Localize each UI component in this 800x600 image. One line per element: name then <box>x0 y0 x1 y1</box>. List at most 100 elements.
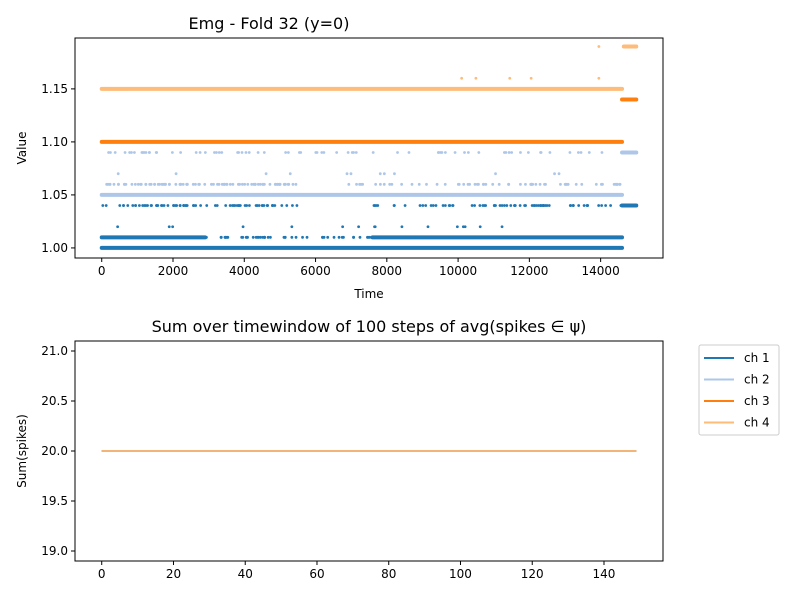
x-tick-label: 12000 <box>510 264 548 278</box>
data-point <box>139 182 143 186</box>
data-point <box>284 182 287 186</box>
y-tick-label: 20.5 <box>41 394 68 408</box>
data-point <box>271 204 275 207</box>
data-point <box>447 204 451 207</box>
data-point <box>248 204 251 207</box>
data-point <box>597 76 601 80</box>
data-point <box>217 151 221 154</box>
data-point <box>238 182 241 186</box>
data-point <box>108 182 112 186</box>
series-2-points <box>99 150 639 197</box>
x-tick-label: 80 <box>381 567 396 581</box>
data-point <box>231 204 234 207</box>
data-point <box>184 204 188 207</box>
data-point <box>507 151 511 154</box>
data-point <box>443 204 447 207</box>
data-point <box>112 182 116 186</box>
data-point <box>178 204 182 207</box>
data-point <box>456 182 460 186</box>
data-point <box>559 182 562 186</box>
data-point <box>451 204 454 207</box>
data-point <box>291 204 294 207</box>
data-point <box>571 204 575 207</box>
data-point <box>492 204 496 207</box>
x-tick-label: 120 <box>521 567 544 581</box>
x-tick-label: 0 <box>98 567 106 581</box>
data-point <box>326 235 330 239</box>
data-point <box>361 182 365 186</box>
data-point <box>463 151 466 154</box>
data-point <box>455 225 459 229</box>
series-3-points <box>99 97 639 144</box>
data-point <box>463 225 467 229</box>
data-point <box>544 182 547 186</box>
data-point <box>244 151 248 154</box>
data-point <box>254 235 258 239</box>
data-point <box>477 151 481 154</box>
data-point <box>604 204 608 207</box>
data-point <box>518 204 522 207</box>
data-point <box>305 235 309 239</box>
spike-sum-line-chart: Sum over timewindow of 100 steps of avg(… <box>15 317 780 581</box>
y-axis-ticks: 1.00 1.05 1.10 1.15 <box>41 82 75 255</box>
data-point <box>429 204 433 207</box>
data-point <box>396 151 399 154</box>
data-point <box>403 204 407 207</box>
data-point <box>246 235 249 239</box>
data-point <box>246 182 250 186</box>
data-point <box>378 172 382 176</box>
data-point <box>215 151 218 154</box>
data-point <box>524 182 527 186</box>
y-axis-label: Value <box>15 132 29 165</box>
data-point <box>373 225 377 229</box>
data-point <box>203 151 207 154</box>
data-point <box>547 204 551 207</box>
data-point <box>212 182 215 186</box>
data-point <box>335 151 339 154</box>
y-tick-label: 21.0 <box>41 344 68 358</box>
data-point <box>286 151 290 154</box>
data-point <box>167 225 171 229</box>
data-point <box>510 151 514 154</box>
data-point <box>410 182 414 186</box>
data-point <box>526 151 530 154</box>
data-point <box>484 182 488 186</box>
data-point <box>534 204 538 207</box>
data-point <box>539 204 543 207</box>
series-1-points <box>99 203 639 250</box>
data-point <box>199 204 203 207</box>
data-point <box>224 235 228 239</box>
data-point <box>170 151 174 154</box>
data-point <box>237 204 241 207</box>
x-tick-label: 20 <box>166 567 181 581</box>
data-point <box>473 182 477 186</box>
data-point <box>264 172 268 176</box>
data-point <box>253 182 257 186</box>
x-tick-label: 140 <box>593 567 616 581</box>
legend-box <box>698 344 780 436</box>
data-point <box>205 204 209 207</box>
data-point <box>203 182 207 186</box>
data-point <box>241 225 245 229</box>
data-point <box>536 204 540 207</box>
data-point <box>224 204 228 207</box>
data-point <box>599 182 603 186</box>
data-point <box>104 204 108 207</box>
data-point <box>191 204 195 207</box>
data-point <box>179 151 183 154</box>
data-point <box>256 151 260 154</box>
data-point <box>337 235 341 239</box>
y-tick-label: 1.00 <box>41 241 68 255</box>
data-point <box>241 235 245 239</box>
data-point <box>418 204 422 207</box>
data-point <box>122 204 125 207</box>
data-point <box>505 204 509 207</box>
data-point <box>566 182 570 186</box>
data-point <box>156 182 160 186</box>
data-point <box>542 204 545 207</box>
data-point <box>198 182 201 186</box>
data-point <box>366 235 370 239</box>
data-point <box>358 235 362 239</box>
data-point <box>269 235 272 239</box>
data-point <box>569 204 573 207</box>
